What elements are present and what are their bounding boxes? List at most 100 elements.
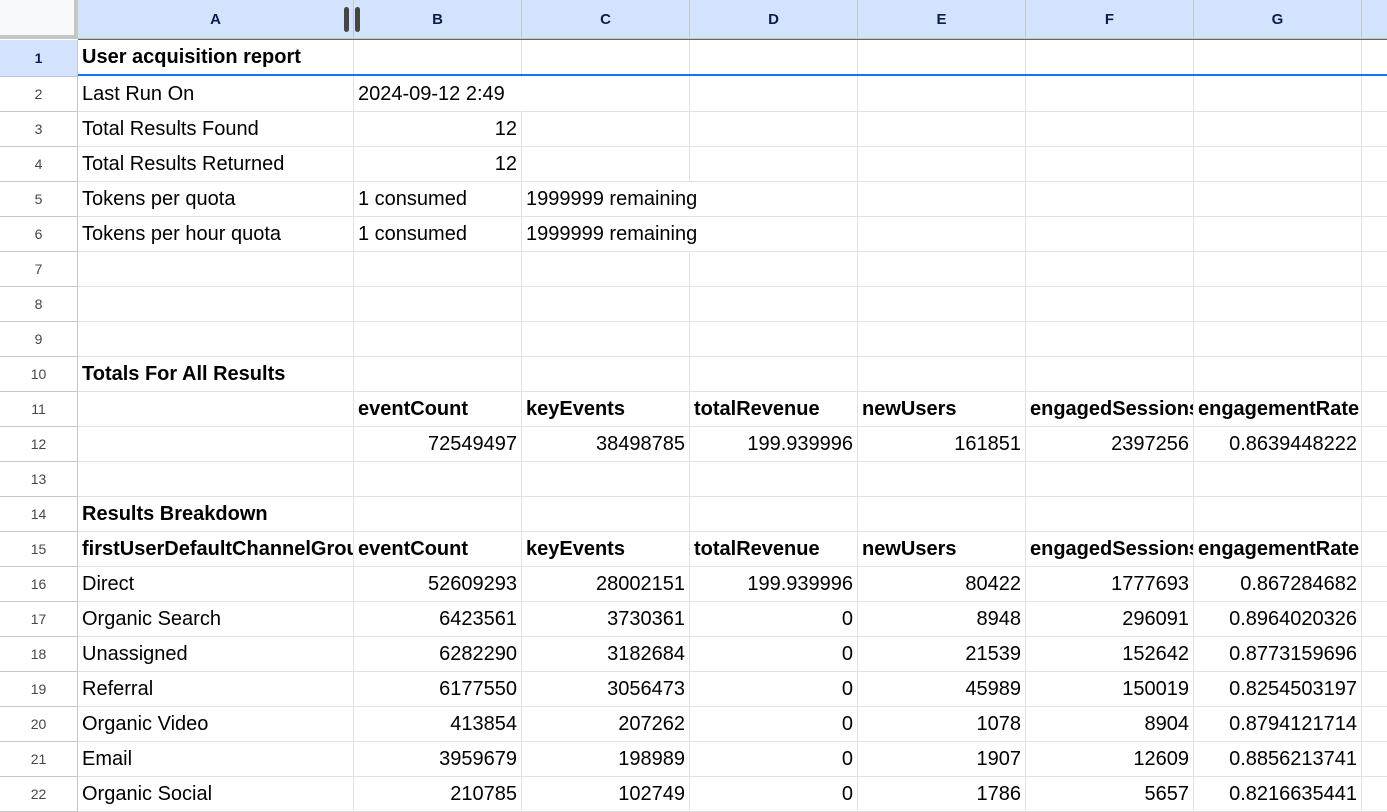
cell-h1[interactable] <box>1362 40 1387 77</box>
cell-d4[interactable] <box>690 147 858 182</box>
cell-d19[interactable]: 0 <box>690 672 858 707</box>
cell-d17[interactable]: 0 <box>690 602 858 637</box>
cell-c21[interactable]: 198989 <box>522 742 690 777</box>
row-header-14[interactable]: 14 <box>0 497 78 532</box>
cell-e7[interactable] <box>858 252 1026 287</box>
cell-h2[interactable] <box>1362 77 1387 112</box>
cell-f12[interactable]: 2397256 <box>1026 427 1194 462</box>
row-header-2[interactable]: 2 <box>0 77 78 112</box>
cell-h10[interactable] <box>1362 357 1387 392</box>
cell-d3[interactable] <box>690 112 858 147</box>
cell-g14[interactable] <box>1194 497 1362 532</box>
cell-e14[interactable] <box>858 497 1026 532</box>
row-header-1[interactable]: 1 <box>0 40 78 77</box>
cell-c7[interactable] <box>522 252 690 287</box>
cell-b19[interactable]: 6177550 <box>354 672 522 707</box>
cell-f13[interactable] <box>1026 462 1194 497</box>
cell-e10[interactable] <box>858 357 1026 392</box>
cell-b5[interactable]: 1 consumed <box>354 182 522 217</box>
column-header-h[interactable] <box>1362 0 1387 39</box>
cell-b12[interactable]: 72549497 <box>354 427 522 462</box>
cell-e11[interactable]: newUsers <box>858 392 1026 427</box>
column-header-f[interactable]: F <box>1026 0 1194 39</box>
cell-g1[interactable] <box>1194 40 1362 77</box>
cell-f19[interactable]: 150019 <box>1026 672 1194 707</box>
cell-h18[interactable] <box>1362 637 1387 672</box>
cell-g15[interactable]: engagementRate <box>1194 532 1362 567</box>
cell-c13[interactable] <box>522 462 690 497</box>
row-header-11[interactable]: 11 <box>0 392 78 427</box>
row-header-3[interactable]: 3 <box>0 112 78 147</box>
cell-f17[interactable]: 296091 <box>1026 602 1194 637</box>
cell-f3[interactable] <box>1026 112 1194 147</box>
cell-g21[interactable]: 0.8856213741 <box>1194 742 1362 777</box>
cell-g3[interactable] <box>1194 112 1362 147</box>
cell-d6[interactable] <box>690 217 858 252</box>
cell-e15[interactable]: newUsers <box>858 532 1026 567</box>
column-header-a[interactable]: A <box>78 0 354 39</box>
row-header-13[interactable]: 13 <box>0 462 78 497</box>
cell-h14[interactable] <box>1362 497 1387 532</box>
cell-b11[interactable]: eventCount <box>354 392 522 427</box>
cell-g8[interactable] <box>1194 287 1362 322</box>
cell-g5[interactable] <box>1194 182 1362 217</box>
row-header-9[interactable]: 9 <box>0 322 78 357</box>
cell-g12[interactable]: 0.8639448222 <box>1194 427 1362 462</box>
cell-b15[interactable]: eventCount <box>354 532 522 567</box>
column-header-c[interactable]: C <box>522 0 690 39</box>
cell-a12[interactable] <box>78 427 354 462</box>
cell-e16[interactable]: 80422 <box>858 567 1026 602</box>
cell-a11[interactable] <box>78 392 354 427</box>
cell-e2[interactable] <box>858 77 1026 112</box>
cell-g16[interactable]: 0.867284682 <box>1194 567 1362 602</box>
cell-a8[interactable] <box>78 287 354 322</box>
cell-c20[interactable]: 207262 <box>522 707 690 742</box>
cell-d20[interactable]: 0 <box>690 707 858 742</box>
column-resize-handle[interactable] <box>344 7 349 32</box>
cell-f1[interactable] <box>1026 40 1194 77</box>
row-header-7[interactable]: 7 <box>0 252 78 287</box>
cell-g9[interactable] <box>1194 322 1362 357</box>
cell-f9[interactable] <box>1026 322 1194 357</box>
cell-b1[interactable] <box>354 40 522 77</box>
cell-f15[interactable]: engagedSessions <box>1026 532 1194 567</box>
cell-f5[interactable] <box>1026 182 1194 217</box>
cell-f7[interactable] <box>1026 252 1194 287</box>
cell-c10[interactable] <box>522 357 690 392</box>
cell-c17[interactable]: 3730361 <box>522 602 690 637</box>
cell-c11[interactable]: keyEvents <box>522 392 690 427</box>
cell-e19[interactable]: 45989 <box>858 672 1026 707</box>
cell-a16[interactable]: Direct <box>78 567 354 602</box>
cell-c15[interactable]: keyEvents <box>522 532 690 567</box>
row-header-21[interactable]: 21 <box>0 742 78 777</box>
cell-f2[interactable] <box>1026 77 1194 112</box>
cell-d10[interactable] <box>690 357 858 392</box>
cell-c2[interactable] <box>522 77 690 112</box>
cell-a7[interactable] <box>78 252 354 287</box>
cell-g19[interactable]: 0.8254503197 <box>1194 672 1362 707</box>
cell-a5[interactable]: Tokens per quota <box>78 182 354 217</box>
cell-f18[interactable]: 152642 <box>1026 637 1194 672</box>
cell-a18[interactable]: Unassigned <box>78 637 354 672</box>
cell-b6[interactable]: 1 consumed <box>354 217 522 252</box>
cell-a17[interactable]: Organic Search <box>78 602 354 637</box>
cell-h16[interactable] <box>1362 567 1387 602</box>
cell-a2[interactable]: Last Run On <box>78 77 354 112</box>
cell-b22[interactable]: 210785 <box>354 777 522 812</box>
cell-e4[interactable] <box>858 147 1026 182</box>
row-header-20[interactable]: 20 <box>0 707 78 742</box>
cell-h21[interactable] <box>1362 742 1387 777</box>
row-header-17[interactable]: 17 <box>0 602 78 637</box>
cell-e20[interactable]: 1078 <box>858 707 1026 742</box>
select-all-corner[interactable] <box>0 0 78 39</box>
cell-d13[interactable] <box>690 462 858 497</box>
cell-b8[interactable] <box>354 287 522 322</box>
cell-h8[interactable] <box>1362 287 1387 322</box>
cell-d9[interactable] <box>690 322 858 357</box>
cell-h9[interactable] <box>1362 322 1387 357</box>
cell-b14[interactable] <box>354 497 522 532</box>
cell-h12[interactable] <box>1362 427 1387 462</box>
row-header-10[interactable]: 10 <box>0 357 78 392</box>
cell-a4[interactable]: Total Results Returned <box>78 147 354 182</box>
cell-a21[interactable]: Email <box>78 742 354 777</box>
